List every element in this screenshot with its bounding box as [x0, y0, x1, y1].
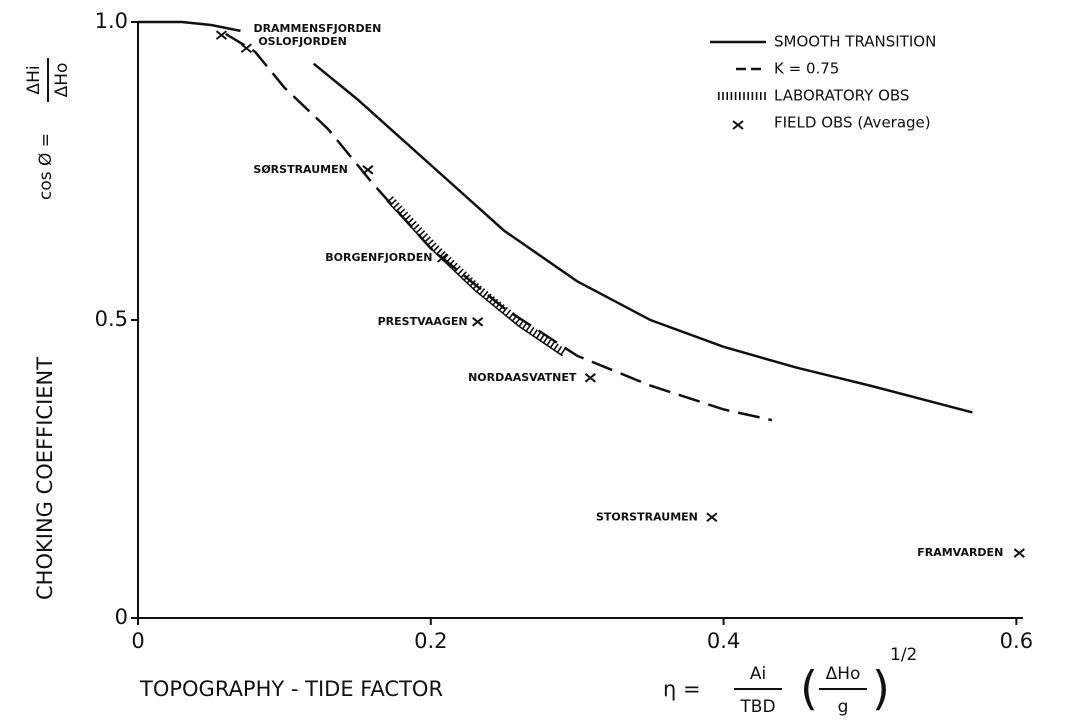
- point-label: DRAMMENSFJORDEN: [253, 22, 381, 35]
- y-tick-label: 0: [115, 605, 128, 629]
- legend-label: FIELD OBS (Average): [774, 114, 931, 132]
- x-axis-label: TOPOGRAPHY - TIDE FACTOR: [139, 677, 443, 701]
- y-formula-num: ΔHi: [24, 65, 44, 94]
- x-tick-label: 0.2: [414, 629, 447, 653]
- field-point: [1013, 548, 1025, 558]
- legend-label: K = 0.75: [774, 60, 839, 78]
- field-point: [240, 43, 252, 54]
- field-point: [436, 253, 449, 263]
- point-label: STORSTRAUMEN: [596, 510, 698, 523]
- x-formula-den2: g: [838, 697, 849, 717]
- x-tick-label: 0: [131, 629, 144, 653]
- y-tick-label: 1.0: [95, 9, 128, 33]
- legend-swatch: [732, 120, 744, 130]
- point-label: FRAMVARDEN: [917, 546, 1003, 559]
- legend-label: LABORATORY OBS: [774, 87, 909, 105]
- x-formula-num: Ai: [750, 664, 766, 684]
- point-label: BORGENFJORDEN: [325, 251, 432, 264]
- field-point: [362, 165, 374, 175]
- point-label: PRESTVAAGEN: [378, 315, 468, 328]
- legend-label: SMOOTH TRANSITION: [774, 33, 936, 51]
- x-tick-label: 0.4: [707, 629, 740, 653]
- y-formula-den: ΔHo: [52, 63, 72, 98]
- series-line: [138, 20, 973, 414]
- x-formula-power: 1/2: [890, 645, 917, 665]
- paren: ): [872, 662, 890, 716]
- paren: (: [800, 662, 818, 716]
- field-point: [584, 373, 596, 383]
- y-axis-label: CHOKING COEFFICIENT: [33, 357, 57, 600]
- y-axis-title: CHOKING COEFFICIENT cos Ø = ΔHi ΔHo: [24, 58, 72, 600]
- y-tick-label: 0.5: [95, 307, 128, 331]
- x-formula-num2: ΔHo: [826, 664, 861, 684]
- x-formula-den: TBD: [739, 697, 775, 717]
- x-tick-label: 0.6: [1000, 629, 1033, 653]
- field-point: [706, 512, 718, 523]
- field-point: [215, 30, 228, 40]
- point-label: NORDAASVATNET: [468, 371, 577, 384]
- y-formula-lhs: cos Ø =: [36, 133, 56, 200]
- x-formula-lhs: η =: [663, 677, 701, 701]
- point-label: OSLOFJORDEN: [258, 35, 347, 48]
- x-formula: η = Ai TBD ( ΔHo g ) 1/2: [663, 645, 917, 717]
- lab-obs-hatch: [386, 196, 568, 358]
- point-label: SØRSTRAUMEN: [253, 163, 347, 176]
- field-point: [472, 317, 484, 327]
